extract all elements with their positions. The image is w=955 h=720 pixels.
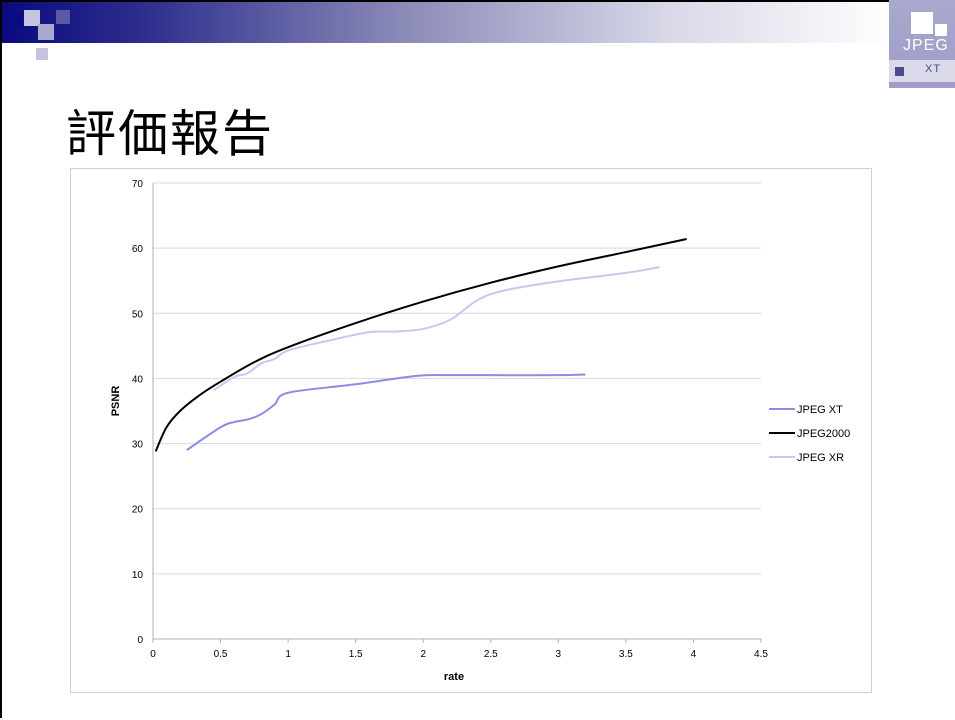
chart-container: 0 10 20 30 40 50 60 70 0 0.5 1 1.5 2 2.5 3 3.5 4 4.5 JPE…	[70, 168, 872, 693]
x-tick-labels: 0 0.5 1 1.5 2 2.5 3 3.5 4 4.5	[150, 649, 768, 660]
deco-square-blue	[56, 10, 70, 24]
logo-strip-square	[895, 67, 904, 76]
logo-strip: XT	[889, 60, 955, 82]
x-tick-label: 3	[556, 649, 562, 660]
jpeg-xt-logo: JPEG XT	[889, 0, 955, 88]
logo-text: JPEG	[903, 37, 949, 54]
x-tick-label: 1.5	[349, 649, 363, 660]
page-title: 評価報告	[66, 105, 274, 163]
series-line-jpeg2000	[154, 238, 687, 452]
series-line-jpeg-xt	[186, 373, 586, 451]
legend-label-jpeg-xt: JPEG XT	[797, 404, 843, 416]
axes	[152, 183, 762, 643]
x-tick-label: 1	[285, 649, 291, 660]
y-tick-label: 70	[132, 179, 144, 190]
y-axis-label: PSNR	[110, 386, 122, 417]
x-tick-label: 0	[150, 649, 156, 660]
x-tick-label: 4.5	[754, 649, 768, 660]
logo-mark-small	[935, 24, 947, 36]
y-tick-label: 30	[132, 440, 144, 451]
x-tick-label: 3.5	[619, 649, 633, 660]
y-tick-label: 60	[132, 244, 144, 255]
y-tick-label: 50	[132, 309, 144, 320]
logo-mark	[911, 12, 933, 34]
y-tick-labels: 0 10 20 30 40 50 60 70	[132, 179, 144, 646]
deco-square-small	[36, 48, 48, 60]
deco-square-mid	[38, 24, 54, 40]
x-tick-label: 2.5	[484, 649, 498, 660]
deco-square-light	[24, 10, 40, 26]
legend: JPEG XT JPEG2000 JPEG XR	[769, 404, 850, 464]
series-line-jpeg-xr	[213, 266, 660, 391]
deco-square-navy	[10, 14, 22, 26]
header-bar	[2, 2, 892, 43]
y-tick-label: 0	[137, 635, 143, 646]
y-tick-label: 20	[132, 505, 144, 516]
series-lines	[154, 238, 687, 452]
x-tick-label: 4	[691, 649, 697, 660]
logo-subtext: XT	[925, 63, 942, 75]
y-tick-label: 10	[132, 570, 144, 581]
gridlines	[153, 182, 761, 575]
x-tick-label: 0.5	[214, 649, 228, 660]
x-tick-label: 2	[420, 649, 426, 660]
x-axis-label: rate	[444, 671, 464, 683]
legend-label-jpeg-xr: JPEG XR	[797, 452, 844, 464]
legend-label-jpeg2000: JPEG2000	[797, 428, 850, 440]
psnr-rate-chart: 0 10 20 30 40 50 60 70 0 0.5 1 1.5 2 2.5 3 3.5 4 4.5 JPE…	[110, 179, 850, 683]
y-tick-label: 40	[132, 374, 144, 385]
